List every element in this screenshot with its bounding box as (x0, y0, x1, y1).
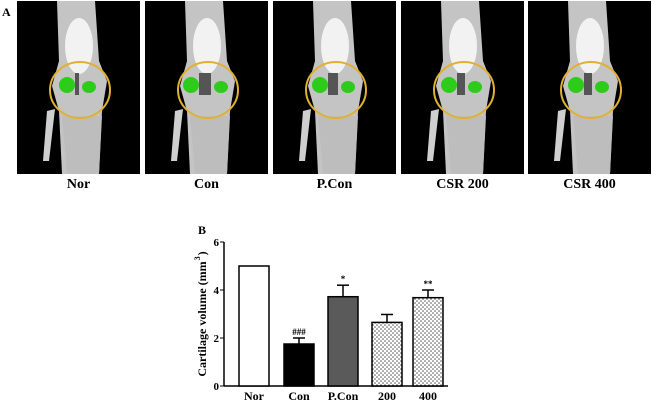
x-tick-label: Con (288, 389, 310, 403)
y-tick-label: 4 (214, 285, 220, 297)
highlight-circle (433, 61, 495, 119)
x-tick-label: 400 (419, 389, 437, 403)
highlight-circle (560, 61, 622, 119)
highlight-circle (177, 61, 239, 119)
image-label: Nor (66, 177, 91, 192)
panel-b-letter: B (198, 223, 207, 237)
cartilage-right (341, 81, 355, 93)
y-tick-label: 6 (214, 237, 220, 249)
bar-400 (412, 296, 444, 387)
x-tick-label: Nor (244, 389, 265, 403)
image-label: CSR 200 (436, 177, 489, 192)
cartilage-right (82, 81, 96, 93)
cartilage-left (441, 77, 457, 93)
y-axis-label-superscript: 3 (193, 256, 202, 260)
image-label: Con (194, 177, 219, 192)
y-axis-label-close: ) (195, 251, 209, 255)
cartilage-left (59, 77, 75, 93)
highlight-circle (49, 61, 111, 119)
knee-microct-image (528, 1, 651, 174)
y-axis-label-main: Cartilage volume (mm (195, 261, 209, 376)
cartilage-left (312, 77, 328, 93)
cartilage-left (568, 77, 584, 93)
significance-mark: * (341, 274, 346, 284)
significance-mark: ** (424, 279, 434, 289)
bar-200 (371, 321, 403, 387)
image-label: P.Con (316, 177, 353, 192)
knee-microct-image (145, 1, 268, 174)
highlight-circle (305, 61, 367, 119)
cartilage-right (468, 81, 482, 93)
knee-microct-image (273, 1, 396, 174)
knee-microct-image (17, 1, 140, 174)
bar-P.Con (327, 295, 359, 387)
bar-Nor (238, 265, 270, 387)
bar-Con (283, 343, 315, 387)
x-tick-label: 200 (378, 389, 396, 403)
x-tick-label: P.Con (328, 389, 359, 403)
knee-microct-image (401, 1, 524, 174)
y-tick-label: 2 (214, 333, 220, 345)
cartilage-right (595, 81, 609, 93)
cartilage-right (214, 81, 228, 93)
y-axis-label: Cartilage volume (mm 3 ) (193, 251, 209, 376)
panel-a-letter: A (2, 5, 11, 19)
significance-mark: ### (292, 327, 306, 337)
cartilage-left (183, 77, 199, 93)
image-label: CSR 400 (563, 177, 616, 192)
y-tick-label: 0 (214, 381, 220, 393)
